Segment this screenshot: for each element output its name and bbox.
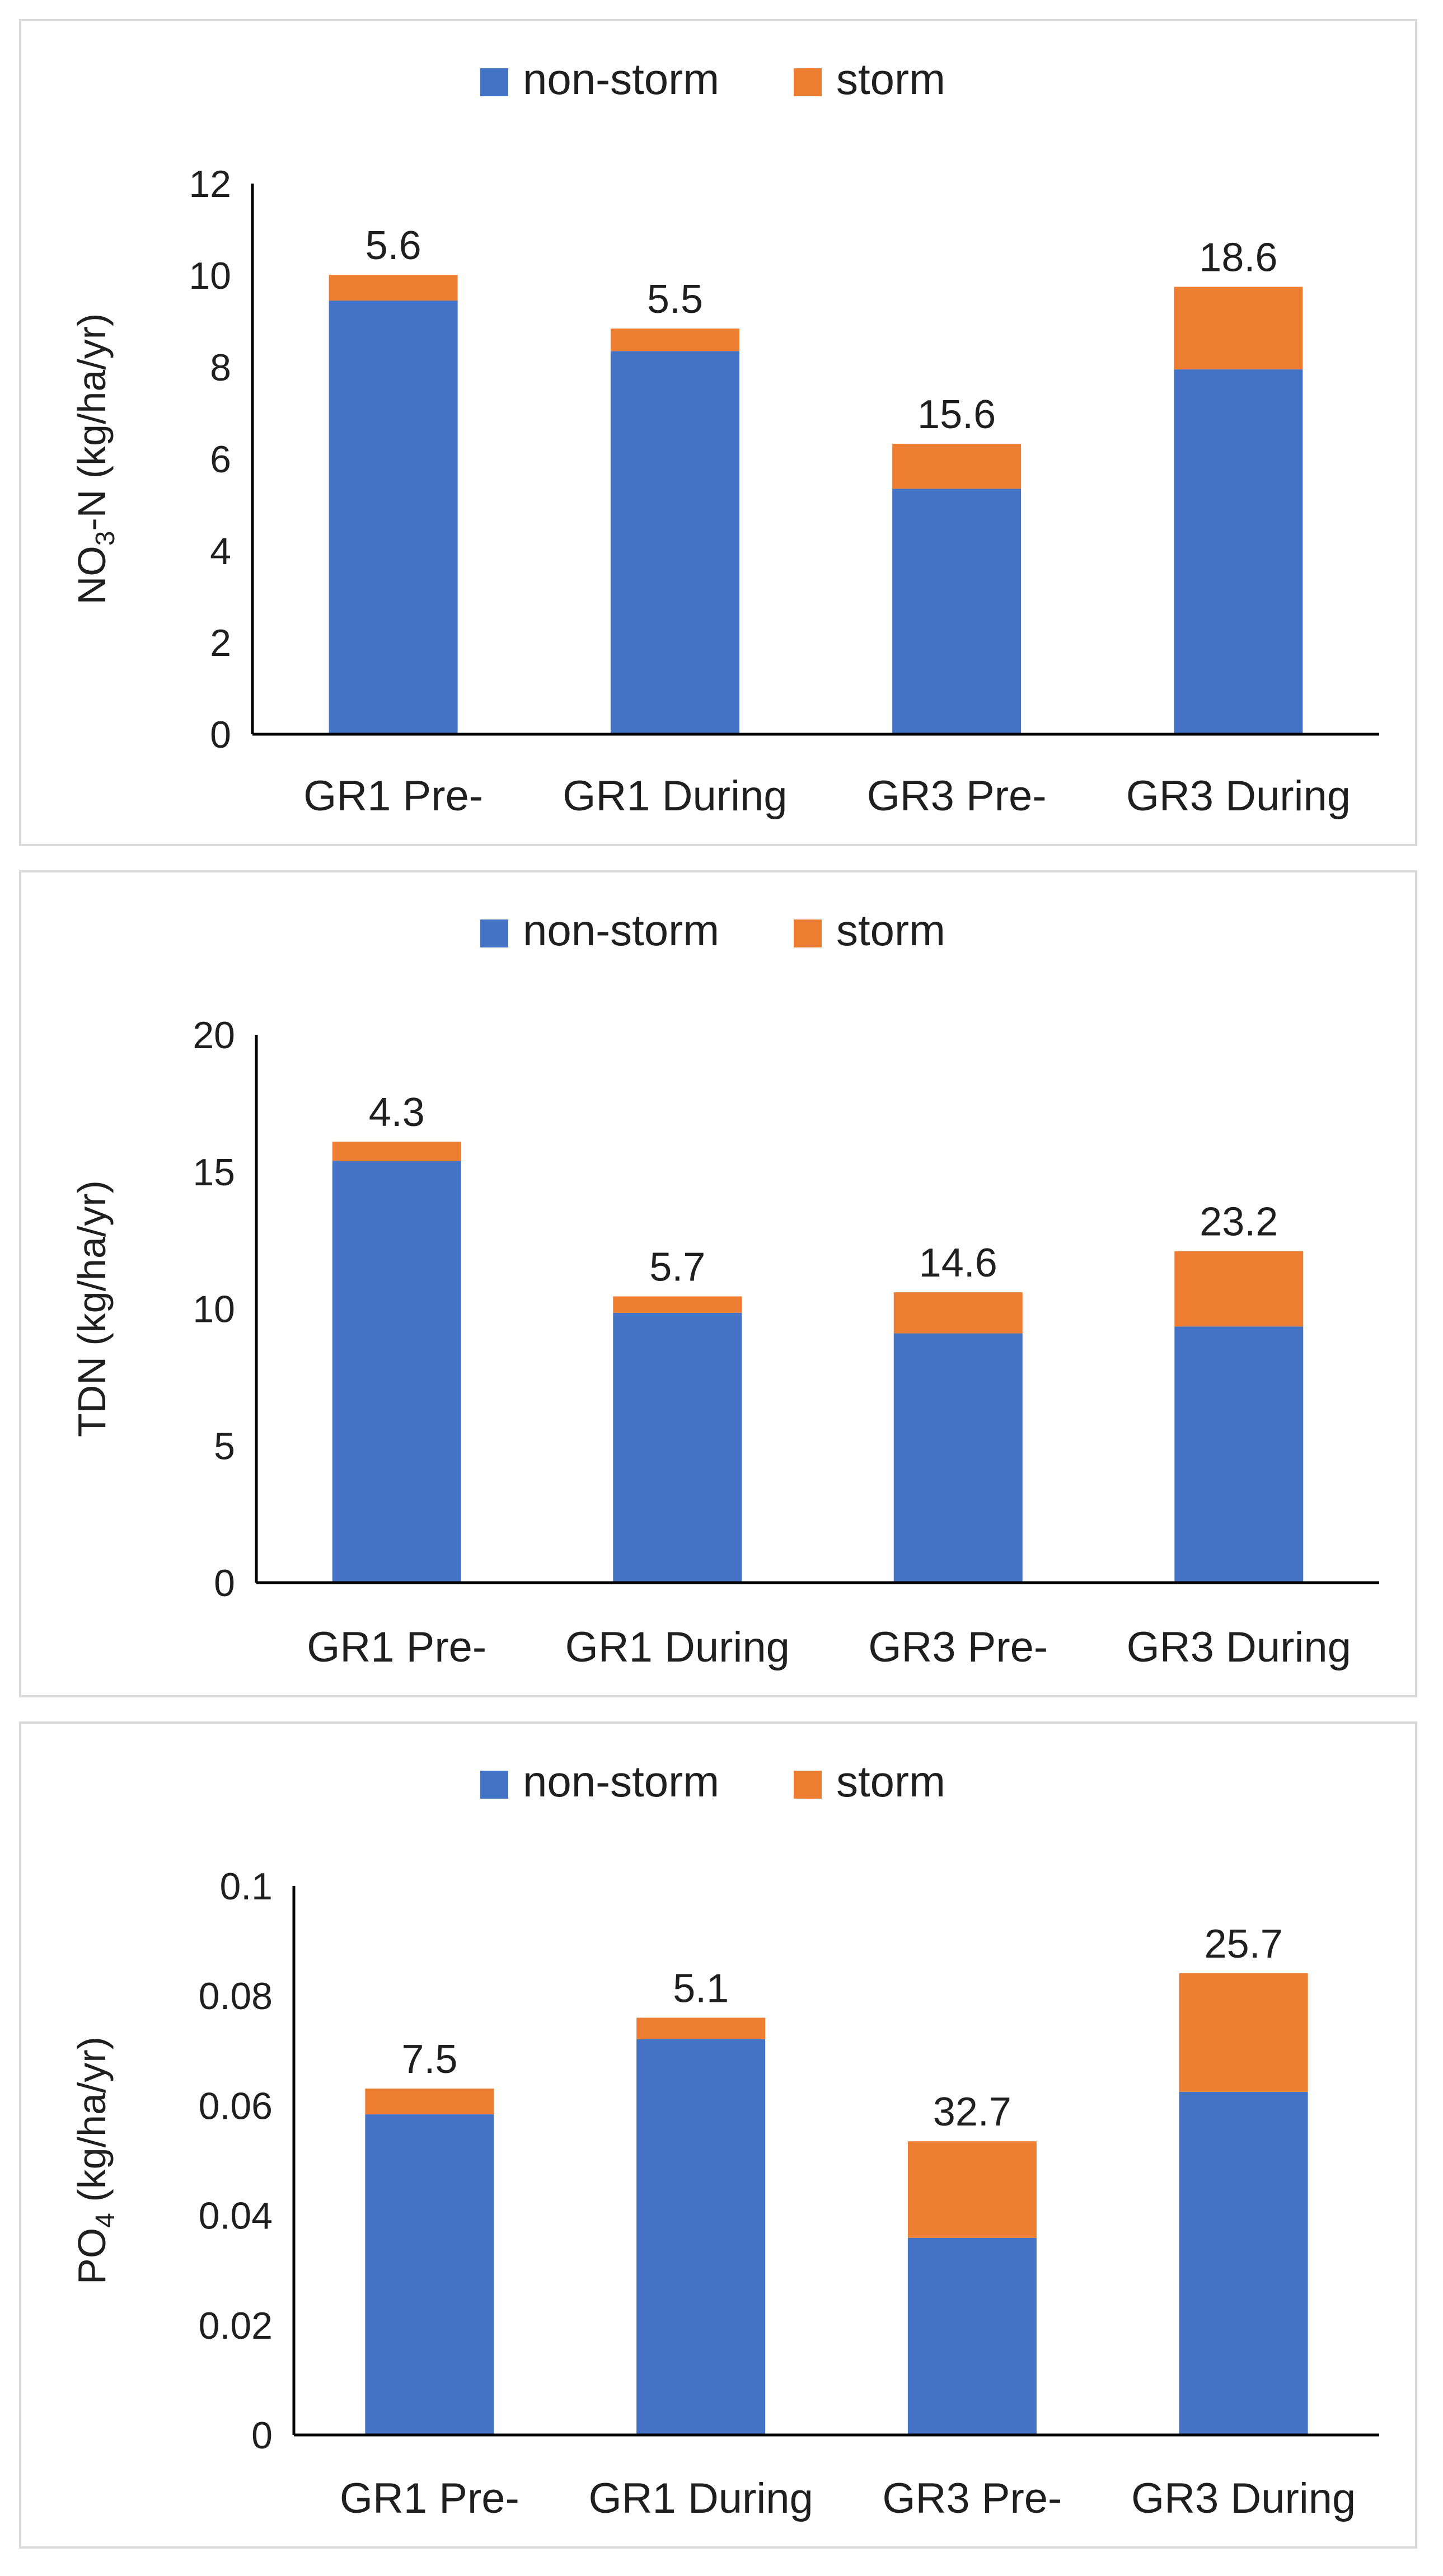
legend-label-storm: storm xyxy=(836,905,945,955)
x-category-label: GR3 During xyxy=(1131,2475,1356,2522)
bar-non-storm xyxy=(365,2114,494,2435)
chart-panel-po4: non-storm storm 0 0.02 0.04 0.06 0.08 0.1 PO4 (k… xyxy=(19,1721,1417,2549)
data-label: 4.3 xyxy=(369,1090,425,1135)
y-tick-label: 12 xyxy=(189,163,231,205)
x-category-label: GR3 Pre- xyxy=(867,772,1047,820)
y-tick-label: 0.08 xyxy=(199,1975,273,2017)
bar-non-storm xyxy=(636,2039,766,2435)
bar-storm xyxy=(329,275,458,301)
bar-storm xyxy=(613,1296,742,1313)
bar-storm xyxy=(1174,287,1303,370)
legend-label-non-storm: non-storm xyxy=(523,1757,719,1806)
legend-swatch-storm xyxy=(794,68,822,96)
y-axis-label: PO4 (kg/ha/yr) xyxy=(70,2037,120,2284)
y-tick-label: 0 xyxy=(214,1562,235,1604)
data-label: 25.7 xyxy=(1205,1922,1283,1967)
x-category-label: GR1 Pre- xyxy=(307,1624,486,1671)
y-tick-label: 6 xyxy=(210,438,231,481)
y-tick-label: 5 xyxy=(214,1425,235,1467)
x-category-label: GR1 During xyxy=(588,2475,813,2522)
tdn-chart: non-storm storm 0 5 10 15 20 TDN (kg/ha/yr) 4.3 G… xyxy=(70,905,1379,1671)
legend: non-storm storm xyxy=(480,54,945,104)
legend-swatch-non-storm xyxy=(480,1771,508,1799)
data-label: 7.5 xyxy=(401,2037,457,2082)
bar-storm xyxy=(332,1141,461,1161)
bar-storm xyxy=(365,2088,494,2115)
y-tick-label: 4 xyxy=(210,530,231,573)
y-axis-label: NO3-N (kg/ha/yr) xyxy=(70,313,120,605)
data-label: 5.5 xyxy=(647,277,703,322)
bar-storm xyxy=(1174,1251,1304,1327)
bar-non-storm xyxy=(332,1161,461,1583)
x-category-label: GR1 Pre- xyxy=(340,2475,519,2522)
bar-non-storm xyxy=(892,489,1022,734)
y-tick-label: 0.02 xyxy=(199,2305,273,2347)
bar-non-storm xyxy=(329,301,458,734)
bar-non-storm xyxy=(907,2237,1037,2435)
y-axis-label: TDN (kg/ha/yr) xyxy=(70,1180,114,1437)
bar-non-storm xyxy=(893,1333,1023,1583)
data-label: 14.6 xyxy=(919,1241,997,1285)
no3n-chart: non-storm storm 0 2 4 6 8 10 12 NO3-N (kg/ha/yr) 5… xyxy=(70,54,1379,820)
y-tick-label: 0.06 xyxy=(199,2085,273,2127)
legend-label-storm: storm xyxy=(836,54,945,104)
y-tick-label: 0.04 xyxy=(199,2195,273,2237)
y-tick-label: 0 xyxy=(251,2414,273,2457)
legend: non-storm storm xyxy=(480,905,945,955)
bar-storm xyxy=(893,1292,1023,1334)
po4-chart: non-storm storm 0 0.02 0.04 0.06 0.08 0.1 PO4 (k… xyxy=(70,1757,1379,2522)
chart-panel-no3n: non-storm storm 0 2 4 6 8 10 12 NO3-N (kg/ha/yr) 5… xyxy=(19,19,1417,846)
legend-label-non-storm: non-storm xyxy=(523,54,719,104)
legend-swatch-storm xyxy=(794,1771,822,1799)
data-label: 15.6 xyxy=(917,392,996,437)
bar-storm xyxy=(1179,1973,1308,2092)
legend-label-non-storm: non-storm xyxy=(523,905,719,955)
y-tick-label: 10 xyxy=(193,1288,235,1331)
x-category-label: GR3 Pre- xyxy=(868,1624,1048,1671)
legend-swatch-non-storm xyxy=(480,68,508,96)
chart-panel-tdn: non-storm storm 0 5 10 15 20 TDN (kg/ha/yr) 4.3 G… xyxy=(19,870,1417,1697)
data-label: 5.7 xyxy=(649,1245,705,1289)
bar-non-storm xyxy=(1174,369,1303,734)
bar-non-storm xyxy=(1174,1326,1304,1583)
y-tick-label: 10 xyxy=(189,255,231,297)
y-tick-label: 8 xyxy=(210,346,231,389)
bar-storm xyxy=(636,2017,766,2039)
x-category-label: GR3 Pre- xyxy=(882,2475,1062,2522)
x-category-label: GR3 During xyxy=(1127,1624,1351,1671)
x-category-label: GR1 During xyxy=(563,772,787,820)
x-category-label: GR1 Pre- xyxy=(303,772,483,820)
y-tick-label: 20 xyxy=(193,1014,235,1057)
legend-swatch-storm xyxy=(794,919,822,947)
data-label: 5.6 xyxy=(366,223,421,268)
bar-storm xyxy=(892,443,1022,489)
y-tick-label: 0 xyxy=(210,714,231,756)
bar-non-storm xyxy=(610,351,739,734)
y-tick-label: 0.1 xyxy=(219,1865,273,1908)
bar-non-storm xyxy=(613,1312,742,1583)
data-label: 23.2 xyxy=(1200,1200,1278,1245)
x-category-label: GR1 During xyxy=(565,1624,790,1671)
y-tick-label: 15 xyxy=(193,1151,235,1194)
bar-storm xyxy=(907,2141,1037,2238)
x-category-label: GR3 During xyxy=(1126,772,1351,820)
data-label: 5.1 xyxy=(673,1966,729,2011)
data-label: 32.7 xyxy=(933,2090,1011,2134)
legend-label-storm: storm xyxy=(836,1757,945,1806)
bar-storm xyxy=(610,329,739,351)
y-tick-label: 2 xyxy=(210,622,231,664)
legend-swatch-non-storm xyxy=(480,919,508,947)
data-label: 18.6 xyxy=(1199,236,1277,280)
bar-non-storm xyxy=(1179,2091,1308,2435)
legend: non-storm storm xyxy=(480,1757,945,1806)
